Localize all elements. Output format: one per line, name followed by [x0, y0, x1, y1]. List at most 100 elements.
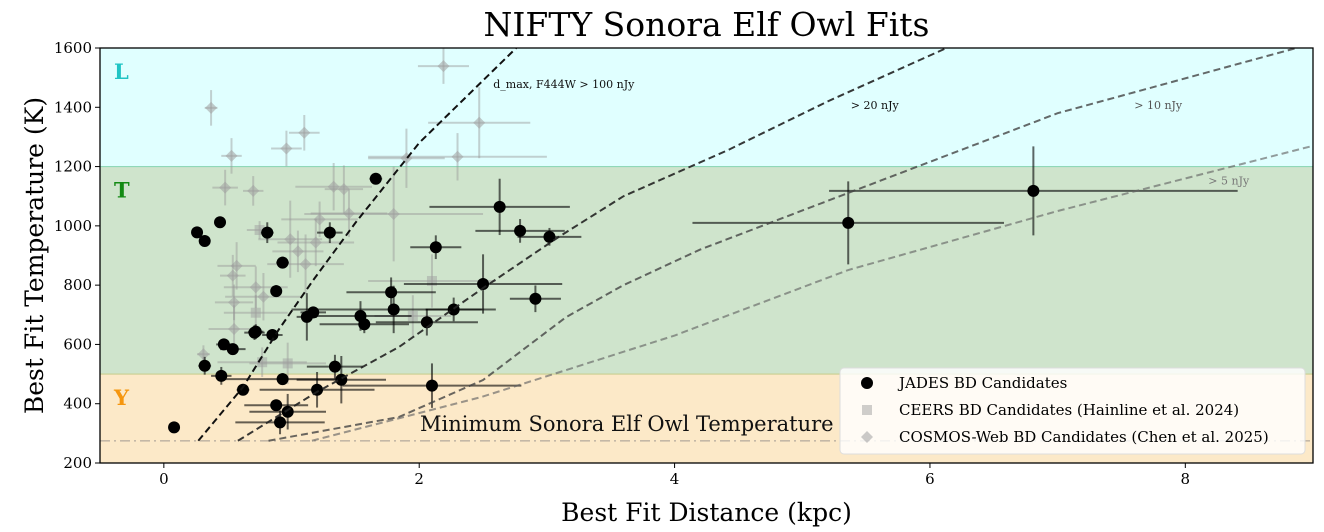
cosmos-point [205, 101, 218, 114]
ceers-point [250, 307, 261, 318]
legend-label: COSMOS-Web BD Candidates (Chen et al. 20… [899, 428, 1269, 446]
legend-label: JADES BD Candidates [897, 374, 1067, 392]
jades-point [198, 359, 211, 372]
ceers-point [257, 357, 268, 368]
x-tick-label: 8 [1181, 470, 1191, 488]
legend-marker-cosmos [861, 431, 873, 443]
cosmos-point [228, 296, 241, 309]
legend-box [839, 367, 1306, 455]
jades-point [543, 230, 556, 243]
x-tick-label: 4 [670, 470, 680, 488]
jades-point [266, 328, 279, 341]
region-L [100, 48, 1313, 167]
curve-annotation: > 20 nJy [851, 99, 900, 112]
region-T [100, 166, 1313, 375]
x-axis-label: Best Fit Distance (kpc) [561, 498, 852, 527]
jades-point [168, 421, 181, 434]
x-tick-label: 0 [159, 470, 169, 488]
cosmos-point [228, 323, 241, 336]
jades-point [276, 256, 289, 269]
cosmos-point [249, 281, 262, 294]
jades-point [198, 234, 211, 247]
curve-annotation: > 10 nJy [1134, 99, 1183, 112]
jades-point [281, 405, 294, 418]
cosmos-point [257, 290, 270, 303]
jades-point [270, 285, 283, 298]
jades-point [358, 318, 371, 331]
jades-point [429, 241, 442, 254]
cosmos-point [298, 126, 311, 139]
jades-point [274, 416, 287, 429]
dmax-curve-3 [311, 144, 1313, 442]
jades-point [214, 216, 227, 229]
jades-point [276, 373, 289, 386]
y-tick-label: 1000 [54, 217, 92, 235]
ceers-point [282, 358, 293, 369]
jades-point [217, 338, 230, 351]
jades-point [226, 343, 239, 356]
jades-point [249, 325, 262, 338]
cosmos-point [337, 183, 350, 196]
plot-area [168, 48, 1313, 442]
jades-point [270, 399, 283, 412]
jades-point [514, 224, 527, 237]
cosmos-point [387, 208, 400, 220]
cosmos-point [247, 184, 260, 197]
y-tick-label: 200 [63, 454, 92, 472]
jades-point [191, 226, 204, 239]
region-label-Y: Y [113, 385, 130, 410]
cosmos-point [280, 142, 293, 155]
jades-point [261, 226, 274, 239]
region-label-T: T [114, 178, 130, 203]
min-temperature-label: Minimum Sonora Elf Owl Temperature [420, 412, 834, 436]
y-tick-label: 1200 [54, 158, 92, 176]
cosmos-point [309, 236, 322, 249]
cosmos-point [299, 258, 312, 271]
y-axis-label: Best Fit Temperature (K) [20, 97, 49, 414]
jades-point [425, 379, 438, 392]
jades-point [323, 226, 336, 239]
jades-point [1027, 184, 1040, 197]
legend-label: CEERS BD Candidates (Hainline et al. 202… [899, 401, 1239, 419]
jades-point [842, 216, 855, 229]
dmax-curve-0 [197, 48, 517, 442]
cosmos-point [225, 149, 238, 162]
cosmos-point [451, 150, 464, 163]
y-tick-label: 400 [63, 395, 92, 413]
cosmos-point [473, 116, 486, 129]
x-tick-label: 2 [414, 470, 424, 488]
jades-point [328, 360, 341, 373]
jades-point [385, 286, 398, 299]
jades-point [529, 292, 542, 305]
cosmos-point [291, 245, 304, 258]
curve-annotation: > 5 nJy [1208, 174, 1250, 187]
region-label-L: L [114, 59, 129, 84]
y-tick-label: 600 [63, 335, 92, 353]
cosmos-point [226, 269, 239, 282]
jades-point [493, 200, 506, 213]
ceers-point [407, 310, 418, 321]
y-tick-label: 800 [63, 276, 92, 294]
cosmos-point [197, 348, 210, 361]
legend-marker-jades [861, 377, 873, 389]
cosmos-point [313, 213, 326, 226]
jades-point [369, 172, 382, 185]
x-tick-label: 6 [925, 470, 935, 488]
dmax-curve-2 [268, 48, 1297, 442]
legend-marker-ceers [862, 405, 872, 415]
cosmos-point [327, 180, 340, 193]
jades-point [387, 303, 400, 316]
ceers-point [254, 225, 265, 236]
cosmos-point [219, 181, 232, 194]
axes-frame [99, 47, 1314, 464]
cosmos-point [437, 60, 450, 73]
ceers-point [426, 275, 437, 286]
dmax-curve-1 [237, 48, 947, 442]
curve-annotation: d_max, F444W > 100 nJy [493, 78, 635, 91]
cosmos-point [284, 233, 297, 246]
jades-point [237, 383, 250, 396]
cosmos-point [230, 259, 243, 272]
y-tick-label: 1400 [54, 98, 92, 116]
y-tick-label: 1600 [54, 39, 92, 57]
